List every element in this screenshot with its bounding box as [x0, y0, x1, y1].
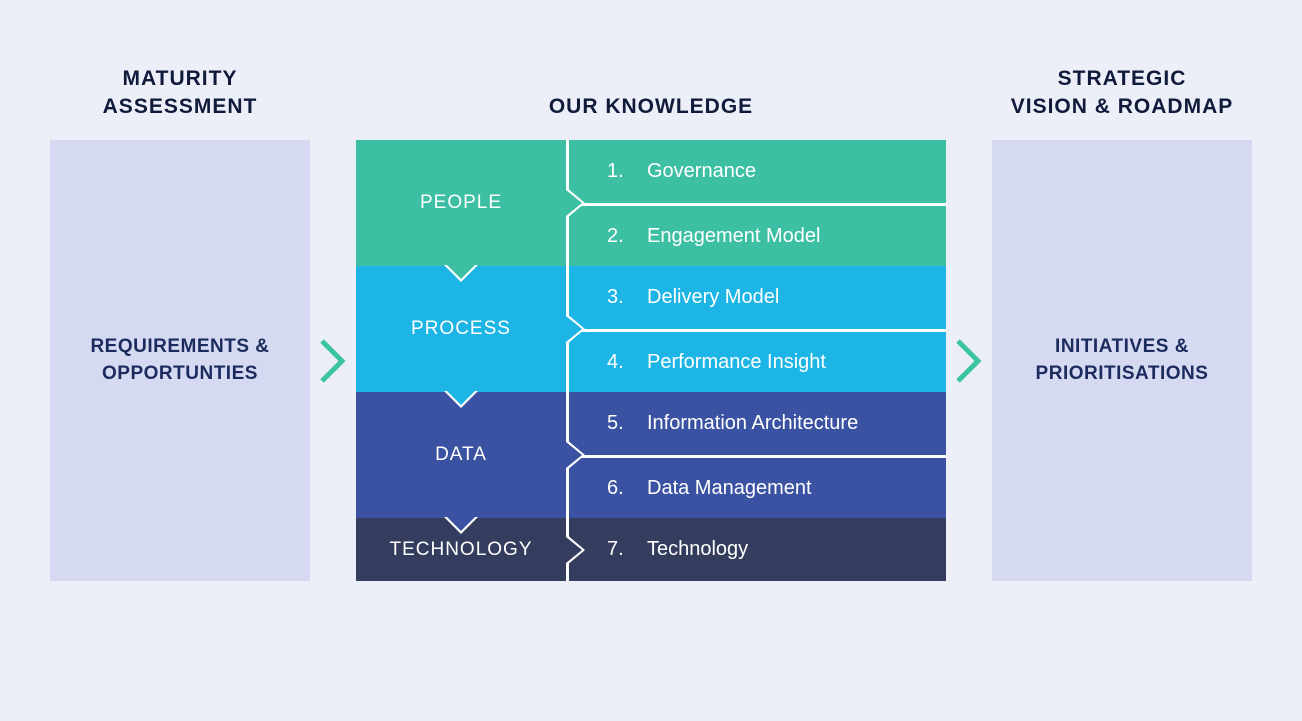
item-number: 5. — [607, 412, 647, 435]
right-panel: INITIATIVES & PRIORITISATIONS — [992, 140, 1252, 581]
category-label: DATA — [356, 392, 566, 518]
left-panel-line1: REQUIREMENTS & — [90, 334, 269, 361]
item-number: 7. — [607, 538, 647, 561]
items-col: 3.Delivery Model4.Performance Insight — [566, 266, 946, 392]
category-text: PEOPLE — [420, 192, 502, 214]
item-number: 2. — [607, 225, 647, 248]
list-item: 5.Information Architecture — [566, 392, 946, 455]
list-item: 1.Governance — [566, 140, 946, 203]
item-label: Delivery Model — [647, 286, 779, 309]
chevron-right-icon — [954, 337, 984, 385]
list-item: 4.Performance Insight — [566, 329, 946, 392]
down-notch-icon — [447, 265, 475, 279]
item-label: Data Management — [647, 477, 812, 500]
items-col: 5.Information Architecture6.Data Managem… — [566, 392, 946, 518]
group-people: PEOPLE1.Governance2.Engagement Model — [356, 140, 946, 266]
item-label: Engagement Model — [647, 225, 820, 248]
right-panel-line2: PRIORITISATIONS — [1036, 361, 1209, 388]
item-number: 1. — [607, 160, 647, 183]
item-number: 4. — [607, 351, 647, 374]
header-mid: OUR KNOWLEDGE — [356, 93, 946, 120]
arrow-right — [946, 140, 992, 581]
category-text: DATA — [435, 444, 487, 466]
header-left-line1: MATURITY — [50, 65, 310, 92]
left-panel-text: REQUIREMENTS & OPPORTUNTIES — [72, 334, 287, 387]
category-label: PEOPLE — [356, 140, 566, 266]
list-item: 3.Delivery Model — [566, 266, 946, 329]
group-data: DATA5.Information Architecture6.Data Man… — [356, 392, 946, 518]
down-notch-icon — [447, 391, 475, 405]
right-panel-text: INITIATIVES & PRIORITISATIONS — [1018, 334, 1227, 387]
header-right: STRATEGIC VISION & ROADMAP — [992, 65, 1252, 120]
header-right-line2: VISION & ROADMAP — [992, 93, 1252, 120]
arrow-left — [310, 140, 356, 581]
down-notch-icon — [447, 517, 475, 531]
item-label: Technology — [647, 538, 748, 561]
header-left: MATURITY ASSESSMENT — [50, 65, 310, 120]
headers-row: MATURITY ASSESSMENT OUR KNOWLEDGE STRATE… — [50, 50, 1252, 120]
category-text: TECHNOLOGY — [389, 539, 532, 561]
item-label: Governance — [647, 160, 756, 183]
list-item: 2.Engagement Model — [566, 203, 946, 266]
group-process: PROCESS3.Delivery Model4.Performance Ins… — [356, 266, 946, 392]
item-label: Information Architecture — [647, 412, 858, 435]
list-item: 7.Technology — [566, 518, 946, 581]
chevron-right-icon — [318, 337, 348, 385]
body-row: REQUIREMENTS & OPPORTUNTIES PEOPLE 1.Gove… — [50, 140, 1252, 581]
item-label: Performance Insight — [647, 351, 826, 374]
left-panel: REQUIREMENTS & OPPORTUNTIES — [50, 140, 310, 581]
list-item: 6.Data Management — [566, 455, 946, 518]
group-technology: TECHNOLOGY 7.Technology — [356, 518, 946, 581]
left-panel-line2: OPPORTUNTIES — [90, 361, 269, 388]
items-col: 1.Governance2.Engagement Model — [566, 140, 946, 266]
item-number: 3. — [607, 286, 647, 309]
header-left-line2: ASSESSMENT — [50, 93, 310, 120]
item-number: 6. — [607, 477, 647, 500]
center-groups: PEOPLE1.Governance2.Engagement ModelPROC… — [356, 140, 946, 581]
items-col: 7.Technology — [566, 518, 946, 581]
header-right-line1: STRATEGIC — [992, 65, 1252, 92]
category-label: PROCESS — [356, 266, 566, 392]
category-text: PROCESS — [411, 318, 511, 340]
right-panel-line1: INITIATIVES & — [1036, 334, 1209, 361]
